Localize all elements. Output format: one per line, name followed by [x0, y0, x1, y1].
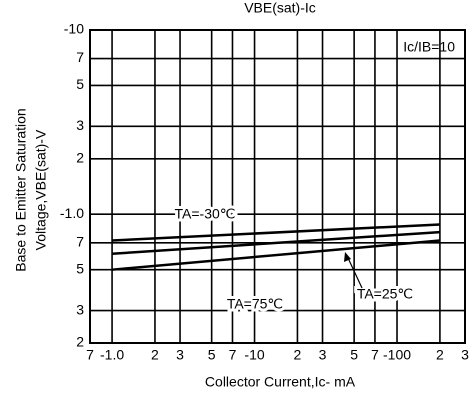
x-tick-label: 3: [319, 347, 327, 363]
series-line: [112, 223, 440, 242]
leader-line: [347, 257, 363, 289]
y-axis-label: Voltage,VBE(sat)-V: [33, 129, 49, 250]
x-tick-label: 5: [350, 347, 358, 363]
series-line: [111, 239, 441, 271]
chart-title: VBE(sat)-Ic: [244, 0, 316, 16]
y-tick-label: 2: [76, 334, 84, 350]
x-axis-label: Collector Current,Ic- mA: [205, 374, 356, 390]
y-tick-label: 5: [76, 76, 84, 92]
arrow-head: [344, 252, 351, 262]
x-tick-label: 7: [86, 347, 94, 363]
x-tick-label: -100: [383, 347, 411, 363]
series-line: [111, 230, 440, 256]
y-axis-label: Base to Emitter Saturation: [13, 108, 29, 271]
x-tick-label: 3: [461, 347, 469, 363]
series-label: TA=75℃: [227, 296, 283, 312]
y-tick-label: 5: [76, 260, 84, 276]
x-tick-label: -1.0: [100, 347, 124, 363]
series-label: TA=25℃: [357, 286, 413, 302]
x-tick-label: 2: [294, 347, 302, 363]
y-tick-label: 2: [76, 149, 84, 165]
series-label: TA=-30℃: [175, 206, 236, 222]
y-tick-label: 3: [76, 117, 84, 133]
y-tick-label: 7: [76, 233, 84, 249]
y-tick-label: -1.0: [60, 205, 84, 221]
x-tick-label: -10: [244, 347, 264, 363]
y-tick-label: 3: [76, 301, 84, 317]
x-tick-label: 7: [371, 347, 379, 363]
condition-label: Ic/IB=10: [403, 39, 455, 55]
x-tick-label: 5: [208, 347, 216, 363]
y-tick-label: -10: [64, 21, 84, 37]
x-tick-label: 2: [436, 347, 444, 363]
x-tick-label: 7: [229, 347, 237, 363]
y-tick-label: 7: [76, 49, 84, 65]
x-tick-label: 3: [176, 347, 184, 363]
x-tick-label: 2: [151, 347, 159, 363]
